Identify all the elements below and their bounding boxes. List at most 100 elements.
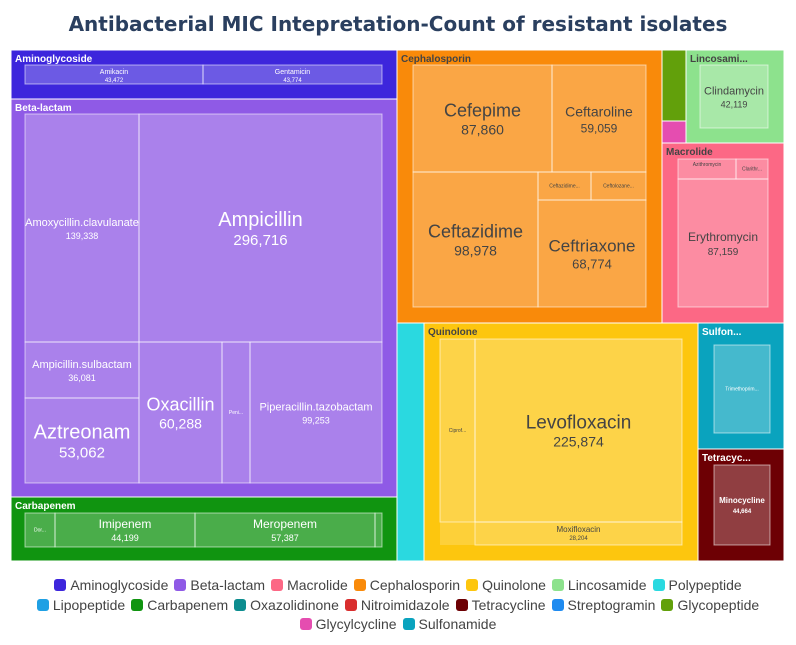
leaf-peni[interactable]: Peni... (221, 341, 251, 484)
group-beta-lactam[interactable]: Beta-lactam Amoxycillin.clavulanate 139,33… (10, 98, 398, 498)
leaf-clarithr[interactable]: Clarithr... (735, 158, 769, 180)
leaf-tile[interactable] (24, 341, 140, 399)
leaf-tile[interactable] (439, 338, 476, 523)
leaf-tile[interactable] (590, 171, 647, 201)
legend-item-tetracycline[interactable]: Tetracycline (455, 596, 546, 616)
legend-swatch (174, 579, 187, 591)
legend-label: Glycopeptide (677, 596, 760, 613)
legend-item-polypeptide[interactable]: Polypeptide (652, 576, 742, 596)
leaf-amikacin[interactable]: Amikacin 43,472 (24, 64, 204, 85)
leaf-ampicillin-sulbactam[interactable]: Ampicillin.sulbactam 36,081 (24, 341, 140, 399)
legend: Aminoglycoside Beta-lactam Macrolide Cephal… (10, 576, 786, 635)
legend-item-sulfonamide[interactable]: Sulfonamide (402, 615, 496, 635)
leaf-tile[interactable] (138, 113, 383, 343)
leaf-tile[interactable] (374, 512, 383, 548)
legend-item-macrolide[interactable]: Macrolide (271, 576, 348, 596)
group-tetracycline[interactable]: Tetracyc... Minocycline 44,664 (697, 448, 785, 562)
leaf-tile[interactable] (551, 64, 647, 173)
group-tile-polypeptide[interactable] (396, 322, 425, 562)
leaf-gentamicin[interactable]: Gentamicin 43,774 (202, 64, 383, 85)
legend-item-cephalosporin[interactable]: Cephalosporin (353, 576, 460, 596)
group-tile-macrolide[interactable] (661, 142, 785, 324)
leaf-tile[interactable] (537, 171, 592, 201)
legend-swatch (36, 598, 49, 611)
leaf-tile[interactable] (24, 113, 140, 343)
leaf-carbapenem-3[interactable] (374, 512, 383, 548)
leaf-tile[interactable] (474, 338, 683, 523)
legend-item-quinolone[interactable]: Quinolone (466, 576, 546, 596)
leaf-azithromycin[interactable]: Azithromycin (677, 158, 737, 180)
leaf-label: Azithromycin (693, 162, 722, 168)
leaf-label: Piperacillin.tazobactam (259, 402, 372, 414)
leaf-erythromycin[interactable]: Erythromycin 87,159 (677, 178, 769, 308)
group-sulfonamide[interactable]: Sulfon... Trimethoprim... (697, 322, 785, 450)
group-tile-cephalosporin[interactable] (396, 49, 663, 324)
group-glycopeptide[interactable] (661, 49, 687, 122)
group-inner-beta-lactam (25, 114, 382, 483)
leaf-label: Clindamycin (704, 86, 764, 98)
leaf-moxifloxacin[interactable]: Moxifloxacin 28,204 (474, 521, 683, 546)
legend-item-aminoglycoside[interactable]: Aminoglycoside (54, 576, 168, 596)
group-carbapenem[interactable]: Carbapenem Dor... Imipenem 44,199 Meropenem 5… (10, 496, 398, 562)
leaf-imipenem[interactable]: Imipenem 44,199 (54, 512, 196, 548)
leaf-minocycline[interactable]: Minocycline 44,664 (713, 464, 771, 546)
leaf-meropenem[interactable]: Meropenem 57,387 (194, 512, 376, 548)
leaf-tile[interactable] (537, 199, 647, 308)
leaf-tile[interactable] (54, 512, 196, 548)
legend-item-beta-lactam[interactable]: Beta-lactam (174, 576, 265, 596)
group-tile-glycylcycline[interactable] (661, 120, 687, 144)
leaf-clindamycin[interactable]: Clindamycin 42,119 (699, 64, 769, 129)
legend-item-carbapenem[interactable]: Carbapenem (131, 596, 228, 616)
legend-item-streptogramin[interactable]: Streptogramin (551, 596, 655, 616)
leaf-tile[interactable] (412, 64, 553, 173)
leaf-piperacillin-tazobactam[interactable]: Piperacillin.tazobactam 99,253 (249, 341, 383, 484)
leaf-ceftolozane[interactable]: Ceftolozane... (590, 171, 647, 201)
leaf-tile[interactable] (474, 521, 683, 546)
group-cephalosporin[interactable]: CephalosporinCefepime87,860Ceftaroline59… (396, 49, 663, 324)
legend-item-nitroimidazole[interactable]: Nitroimidazole (344, 596, 450, 616)
group-tile-glycopeptide[interactable] (661, 49, 687, 122)
leaf-tile[interactable] (194, 512, 376, 548)
group-lincosamide[interactable]: Lincosami... Clindamycin 42,119 (685, 49, 785, 144)
group-label-quinolone: Quinolone (428, 327, 478, 338)
group-aminoglycoside[interactable]: Aminoglycoside Amikacin 43,472 Gentamicin 43… (10, 49, 398, 100)
group-glycylcycline[interactable] (661, 120, 687, 144)
leaf-tile[interactable] (24, 512, 56, 548)
leaf-tile[interactable] (202, 64, 383, 85)
leaf-tile[interactable] (677, 178, 769, 308)
group-tile-aminoglycoside[interactable] (10, 49, 398, 100)
leaf-tile[interactable] (412, 171, 539, 308)
leaf-ceftaroline[interactable]: Ceftaroline 59,059 (551, 64, 647, 173)
group-macrolide[interactable]: Macrolide Azithromycin Clarithr... Erythrom… (661, 142, 785, 324)
leaf-trimethoprim[interactable]: Trimethoprim... (713, 344, 771, 434)
group-tile-beta-lactam[interactable] (10, 98, 398, 498)
leaf-tile[interactable] (713, 464, 771, 546)
leaf-tile[interactable] (138, 341, 223, 484)
legend-item-glycylcycline[interactable]: Glycylcycline (299, 615, 397, 635)
group-tile-quinolone[interactable] (423, 322, 699, 562)
group-inner-tetracycline (714, 465, 770, 545)
leaf-tile[interactable] (713, 344, 771, 434)
legend-item-lipopeptide[interactable]: Lipopeptide (36, 596, 125, 616)
legend-item-oxazolidinone[interactable]: Oxazolidinone (234, 596, 339, 616)
group-polypeptide[interactable] (396, 322, 425, 562)
leaf-dor[interactable]: Dor... (24, 512, 56, 548)
leaf-value: 98,978 (454, 243, 497, 259)
legend-swatch (551, 598, 564, 611)
legend-item-lincosamide[interactable]: Lincosamide (551, 576, 647, 596)
leaf-tile[interactable] (699, 64, 769, 129)
leaf-ceftazidime[interactable]: Ceftazidime... (537, 171, 592, 201)
leaf-amoxycillin-clavulanate[interactable]: Amoxycillin.clavulanate 139,338 (24, 113, 140, 343)
leaf-value: 57,387 (271, 533, 299, 543)
legend-item-glycopeptide[interactable]: Glycopeptide (661, 596, 759, 616)
leaf-tile[interactable] (249, 341, 383, 484)
leaf-ciprof[interactable]: Ciprof... (439, 338, 476, 523)
